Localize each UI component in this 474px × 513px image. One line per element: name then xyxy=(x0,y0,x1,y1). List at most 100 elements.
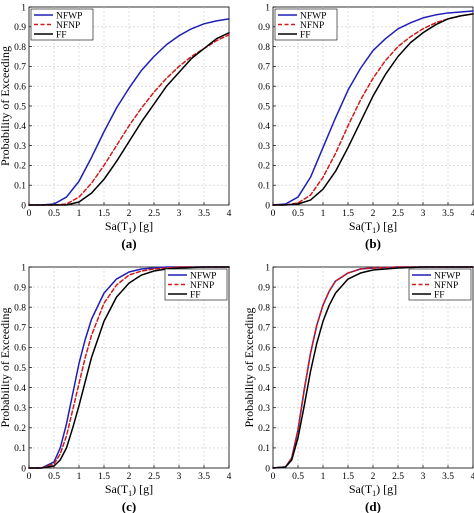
y-tick-label: 0.1 xyxy=(258,182,270,192)
series-line-nfnp xyxy=(28,266,230,469)
y-tick-label: 0 xyxy=(265,201,270,211)
x-tick-label: 3 xyxy=(177,472,182,482)
x-tick-label: 1.5 xyxy=(342,472,354,482)
y-tick-label: 0.4 xyxy=(258,384,270,394)
legend-label: NFNP xyxy=(190,281,214,291)
y-tick-label: 1 xyxy=(265,3,270,13)
x-tick-label: 2.5 xyxy=(392,472,404,482)
x-tick-label: 2 xyxy=(371,472,376,482)
y-tick-label: 0.7 xyxy=(14,63,26,73)
y-tick-label: 0.9 xyxy=(258,283,270,293)
y-tick-label: 0.9 xyxy=(14,283,26,293)
y-tick-label: 0.4 xyxy=(14,122,26,132)
y-tick-label: 0.4 xyxy=(14,384,26,394)
x-tick-label: 0 xyxy=(27,209,32,219)
y-tick-label: 0.2 xyxy=(258,424,270,434)
y-tick-label: 0.5 xyxy=(14,364,26,374)
x-axis-label: Sa(T1) [g] xyxy=(105,482,153,498)
y-tick-label: 0.9 xyxy=(14,23,26,33)
panel-label: (b) xyxy=(365,236,381,251)
y-tick-label: 0.2 xyxy=(14,424,26,434)
x-tick-label: 4 xyxy=(471,472,474,482)
x-tick-label: 0.5 xyxy=(48,209,60,219)
panel-label: (a) xyxy=(121,236,136,251)
legend-label: FF xyxy=(190,290,201,300)
series-line-nfwp xyxy=(28,18,230,206)
series-line-ff xyxy=(272,266,474,469)
y-axis-label: Probability of Exceeding xyxy=(242,308,256,428)
x-tick-label: 2.5 xyxy=(148,472,160,482)
x-tick-label: 2.5 xyxy=(148,209,160,219)
y-tick-label: 0.3 xyxy=(258,404,270,414)
y-tick-label: 0.5 xyxy=(14,102,26,112)
y-tick-label: 0.1 xyxy=(14,182,26,192)
y-tick-label: 0 xyxy=(265,464,270,474)
y-tick-label: 0.8 xyxy=(258,304,270,314)
y-tick-label: 0.4 xyxy=(258,122,270,132)
series-line-nfwp xyxy=(272,10,474,206)
series-line-ff xyxy=(272,13,474,206)
x-tick-label: 2 xyxy=(371,209,376,219)
y-tick-label: 0.6 xyxy=(14,83,26,93)
y-axis-label: Probability of Exceeding xyxy=(0,308,12,428)
y-tick-label: 0.3 xyxy=(14,142,26,152)
x-tick-label: 2 xyxy=(127,472,132,482)
series-line-nfnp xyxy=(272,266,474,469)
y-tick-label: 0.8 xyxy=(258,43,270,53)
x-tick-label: 3 xyxy=(177,209,182,219)
y-tick-label: 0.1 xyxy=(258,444,270,454)
x-tick-label: 2.5 xyxy=(392,209,404,219)
y-tick-label: 0.6 xyxy=(14,344,26,354)
series-line-ff xyxy=(28,31,230,206)
y-tick-label: 0.5 xyxy=(258,364,270,374)
legend-label: NFWP xyxy=(56,11,82,21)
y-tick-label: 0.2 xyxy=(14,162,26,172)
legend-label: NFNP xyxy=(56,21,80,31)
x-tick-label: 1.5 xyxy=(98,472,110,482)
legend-label: NFWP xyxy=(300,11,326,21)
y-tick-label: 0.8 xyxy=(14,304,26,314)
x-axis-label: Sa(T1) [g] xyxy=(349,219,397,235)
x-tick-label: 1 xyxy=(77,209,82,219)
chart-panel-4: 0 0.5 1 1.5 2 2.5 3 3.5 4 0 0.1 0.2 0.3 0.4 0.5 0.6 0.7 0… xyxy=(242,263,474,513)
y-tick-label: 0.2 xyxy=(258,162,270,172)
y-tick-label: 0.7 xyxy=(258,324,270,334)
legend-label: FF xyxy=(434,290,445,300)
y-axis-label: Probability of Exceeding xyxy=(0,46,12,166)
x-tick-label: 3.5 xyxy=(198,209,210,219)
panel-label: (c) xyxy=(122,499,136,513)
y-tick-label: 1 xyxy=(21,263,26,273)
y-tick-label: 0.3 xyxy=(14,404,26,414)
chart-panel-3: 0 0.5 1 1.5 2 2.5 3 3.5 4 0 0.1 0.2 0.3 0.4 0.5 0.6 0.7 0… xyxy=(0,263,232,513)
series-line-nfwp xyxy=(28,266,230,469)
y-tick-label: 0.7 xyxy=(14,324,26,334)
y-tick-label: 0.6 xyxy=(258,344,270,354)
x-tick-label: 1 xyxy=(77,472,82,482)
y-tick-label: 0.7 xyxy=(258,63,270,73)
y-tick-label: 0.3 xyxy=(258,142,270,152)
chart-panel-1: 0 0.5 1 1.5 2 2.5 3 3.5 4 0 0.1 0.2 0.3 0.4 0.5 0.6 0.7 0… xyxy=(0,3,232,251)
x-tick-label: 1 xyxy=(321,209,326,219)
legend-label: FF xyxy=(300,30,311,40)
x-axis-label: Sa(T1) [g] xyxy=(105,219,153,235)
x-tick-label: 0 xyxy=(271,472,276,482)
legend-label: NFNP xyxy=(300,21,324,31)
series-line-nfnp xyxy=(272,13,474,206)
y-tick-label: 0.9 xyxy=(258,23,270,33)
legend-label: NFWP xyxy=(190,271,216,281)
x-tick-label: 0.5 xyxy=(48,472,60,482)
panel-label: (d) xyxy=(365,499,381,513)
x-tick-label: 3.5 xyxy=(198,472,210,482)
x-tick-label: 3.5 xyxy=(442,209,454,219)
x-tick-label: 0 xyxy=(271,209,276,219)
grid-lines xyxy=(29,267,229,468)
y-tick-label: 0.8 xyxy=(14,43,26,53)
x-tick-label: 1.5 xyxy=(342,209,354,219)
legend-label: FF xyxy=(56,30,67,40)
y-tick-label: 0.1 xyxy=(14,444,26,454)
